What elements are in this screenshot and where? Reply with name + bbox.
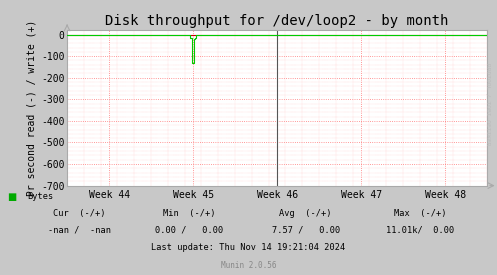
Text: RRDTOOL / TOBI OETIKER: RRDTOOL / TOBI OETIKER — [486, 63, 491, 146]
Text: Min  (-/+): Min (-/+) — [163, 209, 215, 218]
Text: Last update: Thu Nov 14 19:21:04 2024: Last update: Thu Nov 14 19:21:04 2024 — [152, 243, 345, 252]
Text: 7.57 /   0.00: 7.57 / 0.00 — [271, 226, 340, 234]
Y-axis label: Pr second read (-) / write (+): Pr second read (-) / write (+) — [27, 20, 37, 196]
Text: Max  (-/+): Max (-/+) — [394, 209, 446, 218]
Text: ■: ■ — [7, 192, 17, 202]
Text: 11.01k/  0.00: 11.01k/ 0.00 — [386, 226, 454, 234]
Text: Bytes: Bytes — [27, 192, 54, 201]
Text: 0.00 /   0.00: 0.00 / 0.00 — [155, 226, 223, 234]
Text: Cur  (-/+): Cur (-/+) — [53, 209, 106, 218]
Text: -nan /  -nan: -nan / -nan — [48, 226, 111, 234]
Text: Avg  (-/+): Avg (-/+) — [279, 209, 332, 218]
Text: Munin 2.0.56: Munin 2.0.56 — [221, 261, 276, 270]
Title: Disk throughput for /dev/loop2 - by month: Disk throughput for /dev/loop2 - by mont… — [105, 14, 449, 28]
